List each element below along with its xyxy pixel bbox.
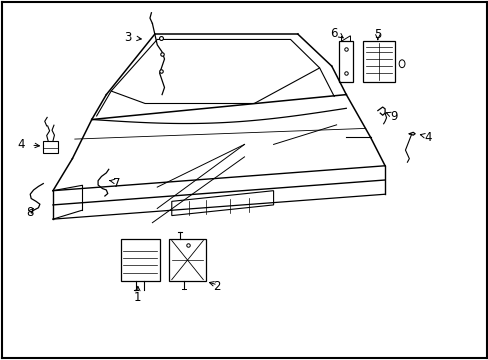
Text: 4: 4 (423, 131, 430, 144)
Text: 5: 5 (373, 28, 381, 41)
Text: 8: 8 (26, 206, 34, 219)
Text: 7: 7 (112, 177, 120, 190)
Text: 3: 3 (124, 31, 132, 44)
Text: 9: 9 (389, 110, 397, 123)
Text: 4: 4 (18, 138, 25, 151)
Text: 6: 6 (330, 27, 337, 40)
Text: 2: 2 (213, 280, 220, 293)
Text: 1: 1 (134, 291, 142, 304)
